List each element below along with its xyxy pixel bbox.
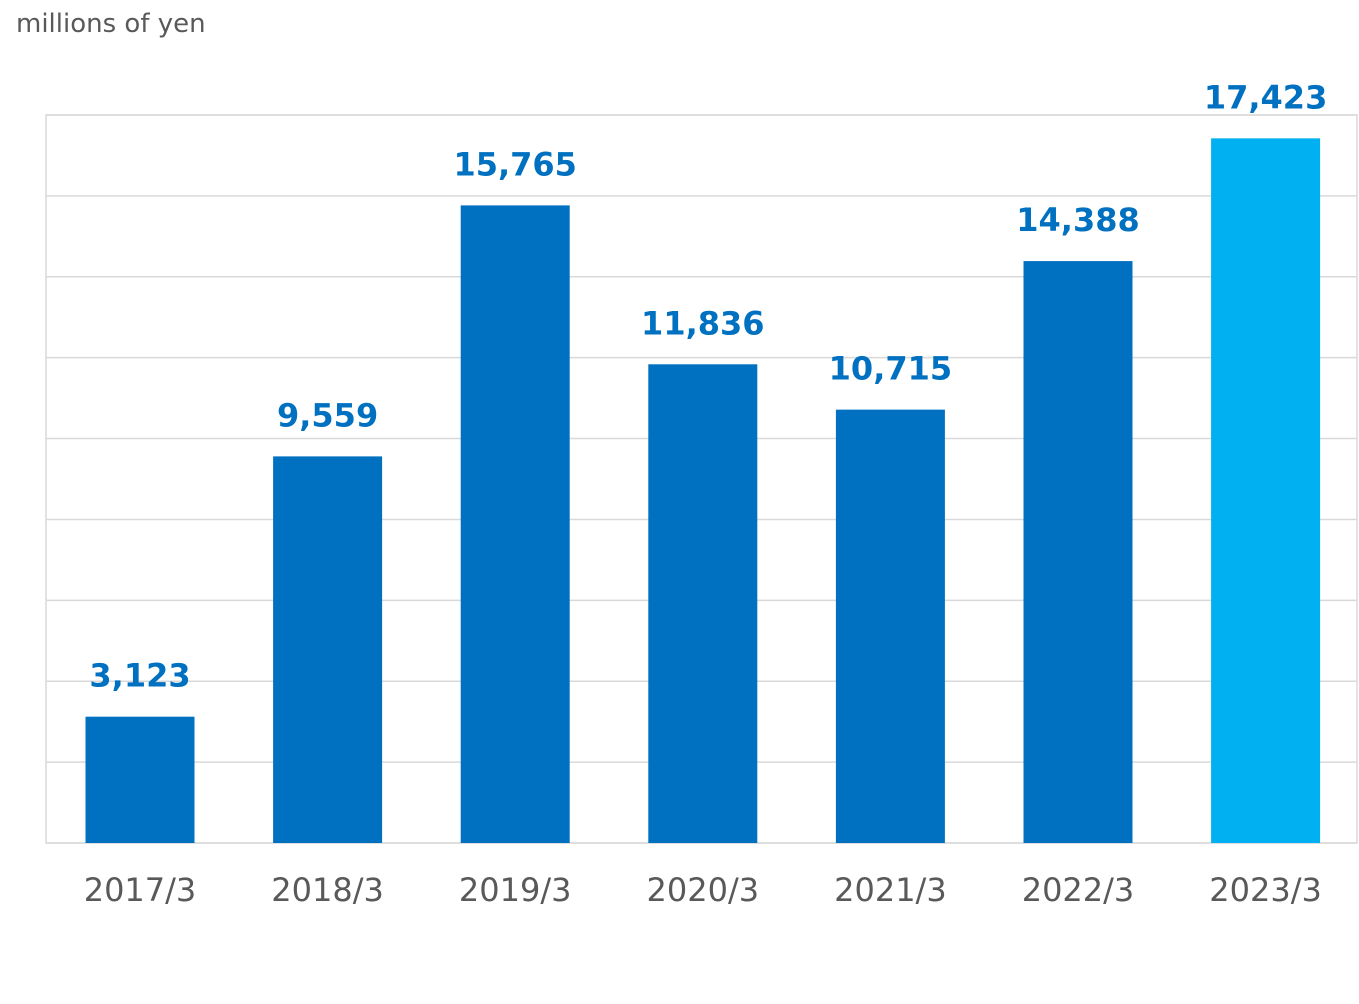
x-tick-label: 2023/3 [1209, 871, 1322, 909]
bar-2018-3 [273, 456, 383, 843]
value-label: 10,715 [829, 350, 952, 388]
x-tick-label: 2019/3 [459, 871, 572, 909]
bars [85, 138, 1321, 844]
bar-2022-3 [1023, 261, 1133, 843]
y-unit-label: millions of yen [16, 9, 206, 39]
value-label: 3,123 [89, 657, 190, 695]
value-label: 17,423 [1204, 78, 1327, 116]
x-tick-label: 2020/3 [647, 871, 760, 909]
value-label: 9,559 [277, 396, 378, 434]
bar-2021-3 [835, 409, 945, 843]
value-label: 15,765 [453, 145, 576, 183]
bar-2019-3 [460, 205, 570, 844]
value-label: 11,836 [641, 304, 764, 342]
value-labels: 3,123 9,559 15,765 11,836 10,715 14,388 17,423 [89, 78, 1327, 694]
x-axis-tick-labels: 2017/3 2018/3 2019/3 2020/3 2021/3 2022/3 2023… [84, 871, 1322, 909]
x-tick-label: 2018/3 [271, 871, 384, 909]
x-tick-label: 2021/3 [834, 871, 947, 909]
x-tick-label: 2017/3 [84, 871, 197, 909]
x-tick-label: 2022/3 [1022, 871, 1135, 909]
bar-2023-3 [1211, 138, 1321, 844]
bar-2017-3 [85, 716, 195, 843]
value-label: 14,388 [1016, 201, 1139, 239]
bar-2020-3 [648, 364, 758, 843]
